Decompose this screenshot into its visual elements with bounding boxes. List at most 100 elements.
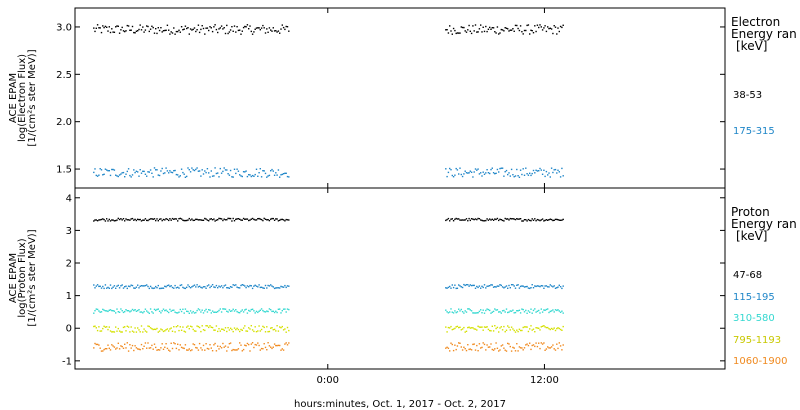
proton-point-115-195 (215, 284, 218, 287)
proton-point-795-1193 (531, 329, 533, 331)
proton-point-115-195 (512, 284, 514, 286)
proton-point-1060-1900 (284, 343, 286, 345)
proton-point-47-68 (273, 219, 276, 221)
proton-point-310-580 (251, 308, 254, 310)
electron-point-175-315 (556, 172, 558, 174)
electron-ytick-label: 2.5 (56, 70, 72, 81)
proton-point-47-68 (454, 218, 456, 220)
electron-point-175-315 (218, 176, 220, 178)
electron-point-175-315 (491, 167, 493, 169)
proton-point-115-195 (146, 284, 148, 286)
electron-point-38-53 (107, 30, 109, 32)
proton-point-1060-1900 (130, 347, 132, 349)
electron-point-175-315 (241, 175, 243, 178)
electron-ylabel-line3: [1/(cm²s ster MeV)] (27, 49, 38, 146)
proton-point-115-195 (200, 286, 202, 289)
electron-ytick-label: 2.0 (56, 117, 72, 128)
proton-point-1060-1900 (268, 345, 271, 347)
proton-point-1060-1900 (532, 344, 535, 346)
proton-point-795-1193 (127, 326, 130, 328)
proton-point-47-68 (183, 219, 185, 222)
electron-point-38-53 (251, 33, 254, 35)
electron-point-175-315 (558, 171, 560, 173)
proton-point-310-580 (518, 309, 521, 311)
electron-point-38-53 (237, 29, 240, 32)
electron-point-175-315 (186, 175, 188, 178)
proton-point-310-580 (116, 308, 118, 310)
electron-point-175-315 (156, 169, 158, 171)
proton-point-115-195 (129, 285, 131, 288)
electron-point-175-315 (158, 174, 161, 177)
proton-point-1060-1900 (155, 346, 157, 349)
proton-point-795-1193 (447, 326, 450, 329)
proton-point-115-195 (494, 286, 496, 288)
proton-point-310-580 (482, 309, 484, 311)
proton-point-1060-1900 (540, 342, 542, 344)
proton-point-115-195 (516, 284, 518, 286)
proton-point-47-68 (446, 218, 448, 221)
proton-point-310-580 (540, 308, 542, 310)
proton-point-115-195 (137, 284, 139, 286)
electron-point-38-53 (250, 30, 252, 33)
proton-point-1060-1900 (135, 347, 138, 349)
proton-point-310-580 (266, 310, 268, 312)
proton-point-47-68 (543, 220, 545, 222)
proton-point-1060-1900 (474, 349, 477, 351)
proton-point-310-580 (490, 312, 492, 314)
proton-point-310-580 (138, 309, 140, 311)
proton-point-795-1193 (121, 331, 123, 333)
proton-point-310-580 (469, 309, 471, 311)
proton-point-115-195 (482, 286, 484, 289)
proton-point-795-1193 (262, 325, 264, 328)
proton-point-795-1193 (561, 329, 563, 331)
electron-point-38-53 (166, 24, 169, 26)
electron-point-175-315 (184, 176, 187, 178)
proton-point-1060-1900 (454, 344, 456, 346)
proton-point-115-195 (144, 284, 147, 287)
electron-point-175-315 (276, 174, 278, 176)
proton-point-310-580 (474, 312, 477, 314)
proton-point-47-68 (96, 220, 99, 222)
proton-point-47-68 (197, 219, 200, 221)
proton-point-310-580 (166, 310, 169, 313)
proton-point-1060-1900 (559, 345, 562, 347)
electron-point-38-53 (534, 25, 536, 27)
proton-point-795-1193 (505, 329, 508, 331)
proton-point-47-68 (146, 219, 148, 222)
proton-point-795-1193 (264, 331, 267, 333)
proton-point-310-580 (189, 310, 192, 312)
proton-point-115-195 (235, 284, 237, 286)
electron-point-175-315 (155, 169, 157, 171)
proton-point-310-580 (280, 312, 282, 314)
proton-point-1060-1900 (138, 348, 140, 350)
proton-point-1060-1900 (214, 342, 216, 345)
electron-point-38-53 (554, 26, 557, 28)
electron-point-38-53 (262, 24, 264, 27)
proton-point-47-68 (95, 219, 97, 221)
proton-point-1060-1900 (165, 343, 167, 345)
proton-point-1060-1900 (177, 343, 179, 345)
proton-point-1060-1900 (463, 346, 465, 348)
proton-point-115-195 (505, 285, 508, 287)
proton-point-310-580 (447, 312, 450, 314)
electron-point-175-315 (195, 168, 197, 171)
proton-point-115-195 (262, 287, 264, 289)
proton-point-795-1193 (195, 330, 197, 332)
proton-point-115-195 (160, 287, 162, 290)
proton-point-47-68 (104, 220, 107, 222)
electron-point-175-315 (451, 174, 453, 177)
electron-point-175-315 (270, 170, 272, 172)
proton-point-795-1193 (470, 327, 473, 329)
proton-point-310-580 (468, 308, 470, 310)
electron-point-38-53 (146, 25, 148, 27)
proton-point-795-1193 (160, 328, 162, 330)
electron-point-38-53 (500, 28, 502, 31)
proton-point-795-1193 (480, 326, 482, 328)
electron-point-175-315 (228, 174, 231, 176)
electron-point-38-53 (271, 30, 273, 32)
proton-point-1060-1900 (226, 350, 228, 352)
electron-point-38-53 (130, 29, 132, 31)
proton-point-310-580 (496, 309, 499, 311)
proton-point-310-580 (245, 308, 247, 310)
proton-point-795-1193 (552, 328, 554, 330)
